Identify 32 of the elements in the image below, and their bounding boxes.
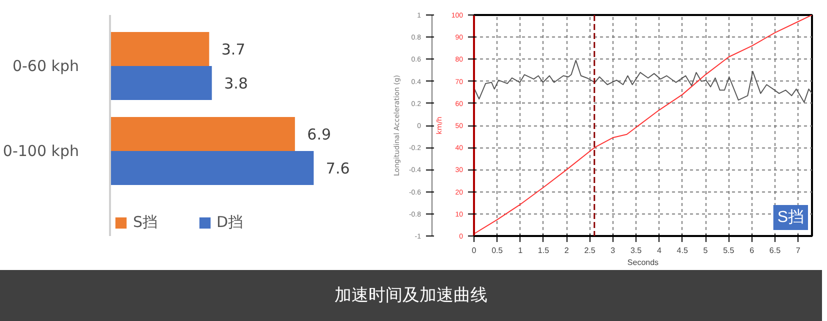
x-axis-title: Seconds <box>627 258 659 267</box>
line-series <box>474 60 812 103</box>
data-label: 3.8 <box>224 74 248 92</box>
bar <box>110 117 295 151</box>
x-tick-label: 4 <box>656 246 662 255</box>
x-tick-label: 4.5 <box>676 246 688 255</box>
x-tick-label: 3.5 <box>630 246 642 255</box>
y-tick-label: 0-60 kph <box>12 57 80 75</box>
x-tick-label: 3 <box>610 246 616 255</box>
bar <box>110 151 314 185</box>
x-tick-label: 1 <box>518 246 524 255</box>
x-tick-label: 2 <box>564 246 570 255</box>
x-tick-label: 0 <box>472 246 477 255</box>
x-tick-label: 7 <box>796 246 801 255</box>
legend-label: S挡 <box>133 213 158 232</box>
data-label: 3.7 <box>221 40 246 58</box>
legend-label: D挡 <box>216 213 244 232</box>
bar <box>110 66 212 100</box>
x-tick-label: 5.5 <box>723 246 735 255</box>
x-tick-label: 1.5 <box>538 246 550 255</box>
annotation: S挡 <box>777 208 804 226</box>
data-label: 7.6 <box>326 160 350 178</box>
text: 加速时间及加速曲线 <box>334 286 488 306</box>
x-tick-label: 5 <box>703 246 708 255</box>
y-tick-label: 0-100 kph <box>2 142 80 160</box>
bar <box>110 32 210 66</box>
x-tick-label: 6 <box>750 246 755 255</box>
x-tick-label: 0.5 <box>492 246 504 255</box>
data-label: 6.9 <box>307 126 332 144</box>
line-series <box>474 15 812 234</box>
x-tick-label: 2.5 <box>584 246 596 255</box>
x-tick-label: 6.5 <box>769 246 782 255</box>
